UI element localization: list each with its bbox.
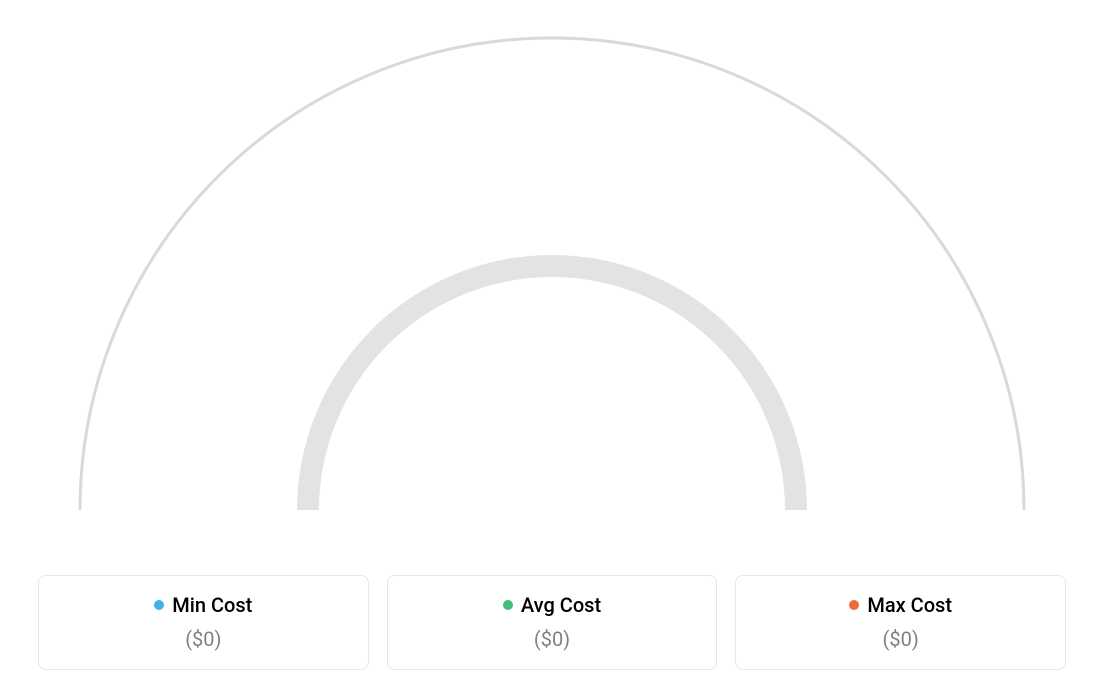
legend-title-max: Max Cost bbox=[849, 593, 952, 617]
legend-card-min: Min Cost ($0) bbox=[38, 575, 369, 670]
legend-title-avg: Avg Cost bbox=[503, 593, 601, 617]
legend-label-avg: Avg Cost bbox=[521, 593, 601, 617]
gauge-svg bbox=[0, 0, 1104, 560]
legend-label-max: Max Cost bbox=[867, 593, 952, 617]
gauge bbox=[0, 0, 1104, 560]
legend-dot-min bbox=[154, 600, 164, 610]
legend-card-max: Max Cost ($0) bbox=[735, 575, 1066, 670]
legend-value-min: ($0) bbox=[185, 627, 221, 651]
legend-title-min: Min Cost bbox=[154, 593, 252, 617]
legend-card-avg: Avg Cost ($0) bbox=[387, 575, 718, 670]
legend-dot-max bbox=[849, 600, 859, 610]
cost-gauge-chart: Min Cost ($0) Avg Cost ($0) Max Cost ($0… bbox=[0, 0, 1104, 690]
legend-value-max: ($0) bbox=[883, 627, 919, 651]
legend-value-avg: ($0) bbox=[534, 627, 570, 651]
legend-row: Min Cost ($0) Avg Cost ($0) Max Cost ($0… bbox=[38, 575, 1066, 670]
legend-label-min: Min Cost bbox=[172, 593, 252, 617]
legend-dot-avg bbox=[503, 600, 513, 610]
